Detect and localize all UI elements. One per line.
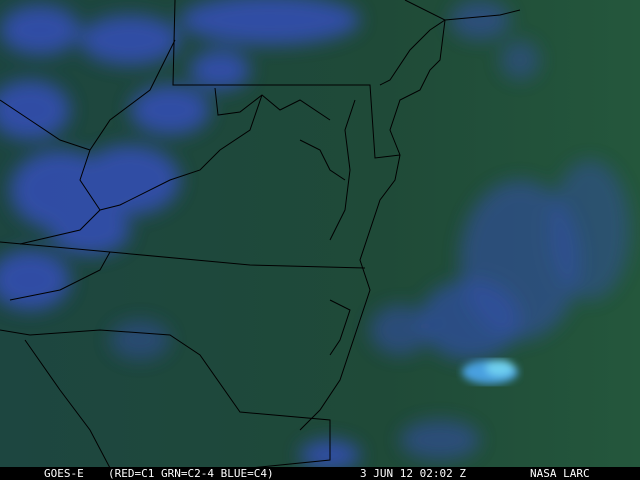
clouds: [0, 0, 630, 470]
bright-cloud: [462, 360, 518, 384]
satellite-label: GOES-E: [44, 467, 84, 480]
datetime-label: 3 JUN 12 02:02 Z: [360, 467, 466, 480]
channel-legend: (RED=C1 GRN=C2-4 BLUE=C4): [108, 467, 274, 480]
caption-bar: GOES-E (RED=C1 GRN=C2-4 BLUE=C4) 3 JUN 1…: [0, 467, 640, 480]
source-label: NASA LARC: [530, 467, 590, 480]
state-borders: [0, 0, 520, 468]
